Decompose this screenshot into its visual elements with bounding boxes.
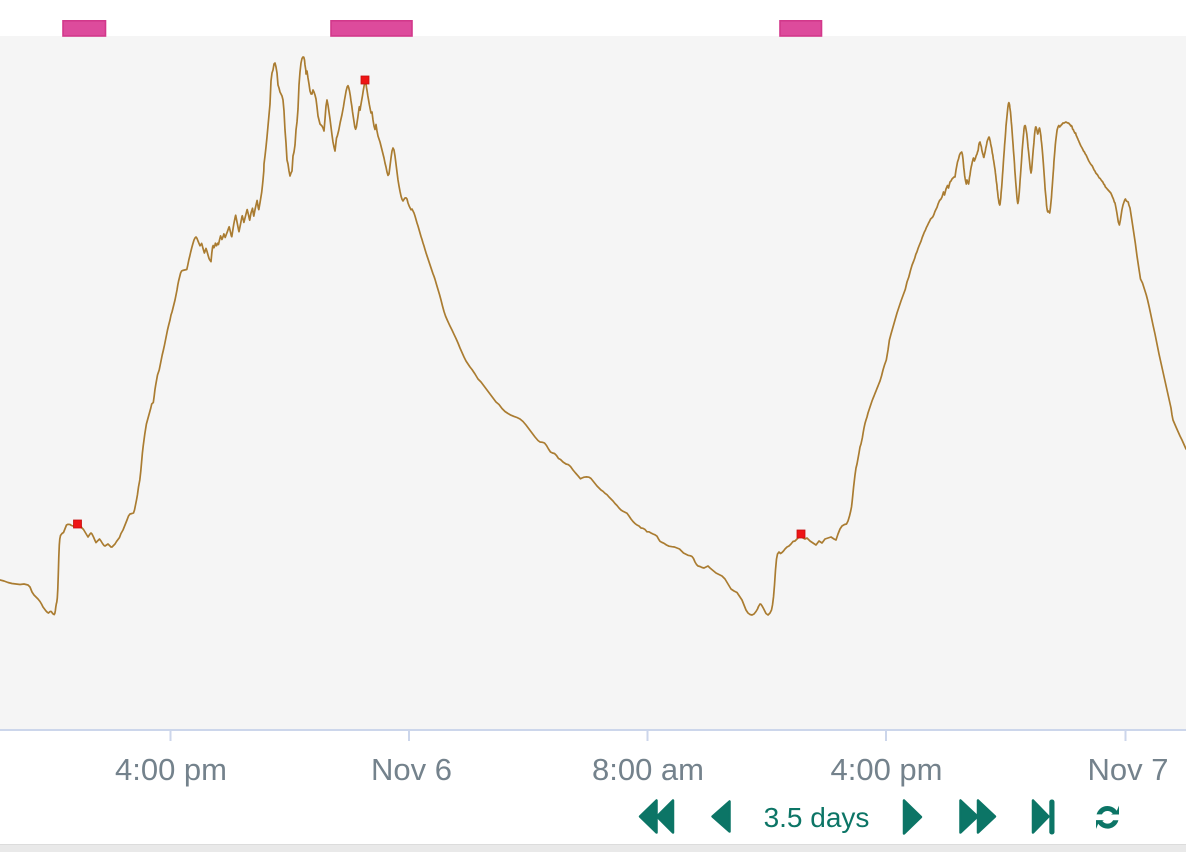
svg-text:4:00 pm: 4:00 pm [830, 752, 942, 787]
svg-text:8:00 am: 8:00 am [592, 752, 704, 787]
svg-text:4:00 pm: 4:00 pm [115, 752, 227, 787]
svg-text:3.5 days: 3.5 days [764, 802, 870, 833]
svg-text:Nov 6: Nov 6 [371, 752, 452, 787]
svg-text:Nov 7: Nov 7 [1088, 752, 1169, 787]
